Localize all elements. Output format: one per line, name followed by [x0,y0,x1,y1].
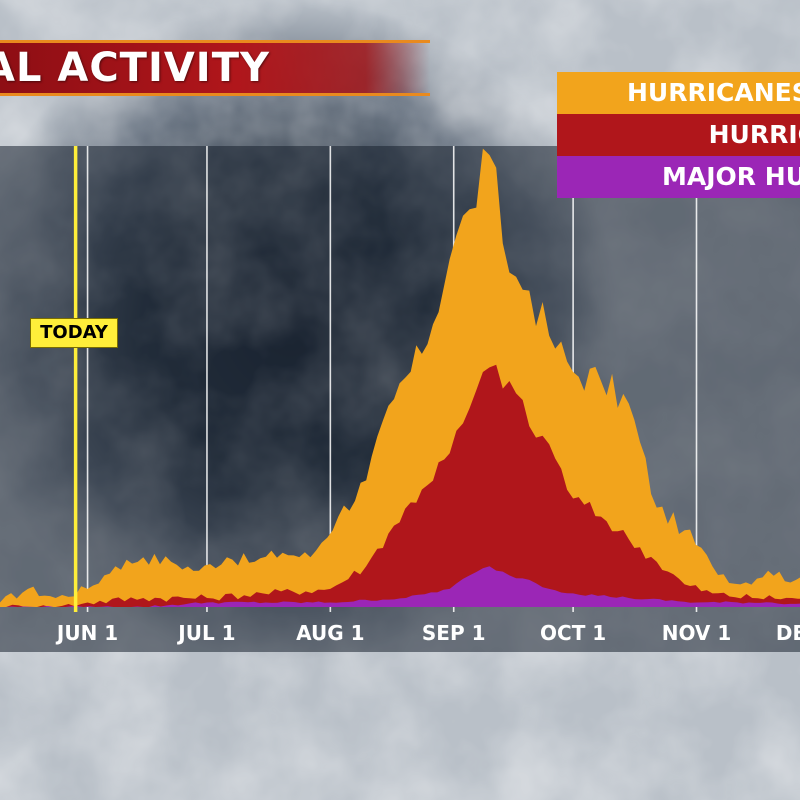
x-tick-label: SEP 1 [422,621,486,645]
today-label: TODAY [30,318,118,348]
legend-label: HURRIC [708,120,800,149]
title-banner: AL ACTIVITY [0,40,430,96]
legend-label: HURRICANES + TR [627,78,800,107]
x-tick-label: DEC [776,621,800,645]
x-tick-label: JUN 1 [55,621,118,645]
legend-item-hurricanes: HURRIC [557,114,800,156]
x-tick-label: OCT 1 [540,621,606,645]
legend-item-major-hurricanes: MAJOR HU [557,156,800,198]
area-series-0 [0,148,800,607]
area-series-1 [0,364,800,607]
x-tick-label: AUG 1 [296,621,364,645]
area-series-2 [0,566,800,607]
chart-title: AL ACTIVITY [0,45,270,91]
legend-item-hurricanes-tropical: HURRICANES + TR [557,72,800,114]
x-tick-label: NOV 1 [662,621,732,645]
x-tick-label: JUL 1 [176,621,235,645]
legend-label: MAJOR HU [662,162,800,191]
legend: HURRICANES + TR HURRIC MAJOR HU [557,72,800,198]
